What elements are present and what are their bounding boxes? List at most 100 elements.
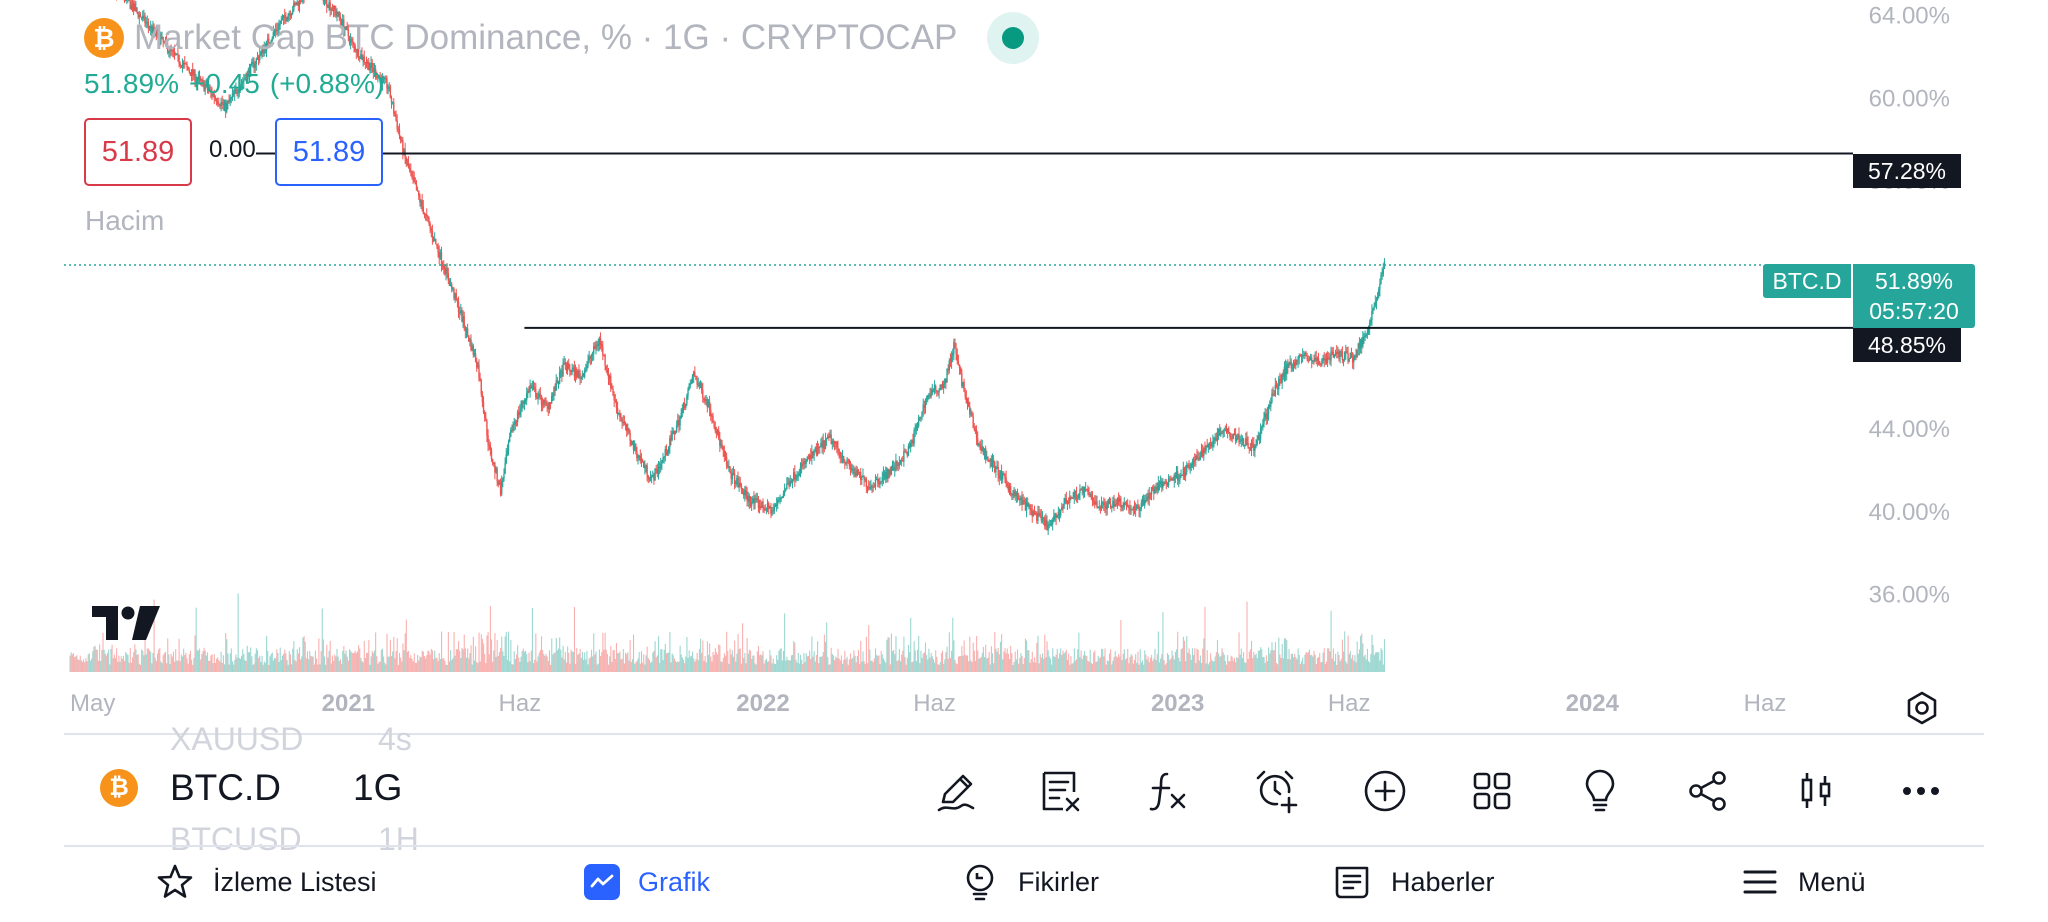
candle — [962, 381, 964, 387]
volume-bar — [1274, 641, 1276, 672]
more-button[interactable] — [1893, 763, 1949, 819]
chart-area[interactable]: 64.00%60.00%56.00%48.00%44.00%40.00%36.0… — [0, 0, 2048, 735]
volume-bar — [1331, 658, 1333, 672]
candle — [1242, 438, 1245, 446]
volume-bar — [880, 650, 882, 672]
volume-bar — [362, 662, 364, 672]
volume-bar — [706, 641, 708, 672]
volume-bar — [969, 636, 971, 672]
symbol-name[interactable]: BTC.D — [170, 767, 281, 808]
market-status-icon[interactable] — [987, 12, 1040, 64]
volume-bar — [1146, 659, 1148, 672]
volume-bar — [920, 650, 922, 672]
nav-watchlist[interactable]: İzleme Listesi — [155, 857, 377, 907]
candle — [1326, 357, 1329, 363]
volume-bar — [233, 664, 235, 672]
volume-bar — [313, 664, 315, 672]
volume-bar — [1182, 636, 1184, 672]
volume-bar — [678, 661, 680, 672]
candle — [1232, 433, 1235, 439]
candle — [530, 385, 532, 388]
volume-bar — [570, 649, 572, 672]
volume-bar — [311, 656, 313, 672]
drawing-tools-button[interactable] — [928, 763, 984, 819]
nav-news[interactable]: Haberler — [1333, 857, 1495, 907]
volume-bar — [934, 662, 936, 672]
volume-bar — [1193, 655, 1195, 672]
y-tick-label: 64.00% — [1869, 3, 1950, 30]
volume-bar — [1285, 638, 1287, 672]
candle — [390, 98, 393, 103]
interval-button[interactable]: 1G — [353, 767, 403, 808]
volume-bar — [928, 648, 930, 672]
volume-bar — [705, 662, 707, 672]
legend-title[interactable]: ₿ Market Cap BTC Dominance, % · 1G · CRY… — [84, 12, 1040, 64]
nav-menu[interactable]: Menü — [1740, 857, 1866, 907]
volume-bar — [1068, 653, 1070, 672]
candle — [688, 384, 690, 390]
volume-bar — [592, 656, 594, 672]
volume-bar — [292, 648, 294, 672]
chart-type-button[interactable] — [1788, 763, 1844, 819]
volume-bar — [911, 662, 913, 672]
share-button[interactable] — [1680, 763, 1736, 819]
add-alert-button[interactable] — [1248, 763, 1304, 819]
volume-bar — [1315, 664, 1317, 672]
candle — [950, 355, 953, 363]
volume-bar — [308, 659, 310, 672]
candle — [293, 3, 295, 11]
candle — [215, 98, 218, 103]
volume-bar — [316, 658, 318, 672]
remove-drawings-button[interactable] — [1032, 763, 1088, 819]
symbol-selector[interactable]: ₿ BTC.D 1G — [100, 767, 402, 809]
volume-bar — [469, 653, 471, 672]
sell-button[interactable]: 51.89 — [84, 118, 192, 186]
candle — [339, 16, 342, 20]
candle — [1031, 510, 1033, 517]
layout-button[interactable] — [1464, 763, 1520, 819]
indicators-button[interactable] — [1140, 763, 1196, 819]
volume-bar — [919, 663, 921, 672]
buy-button[interactable]: 51.89 — [275, 118, 383, 186]
candle — [421, 200, 423, 207]
volume-bar — [623, 663, 625, 672]
candle — [665, 448, 668, 455]
volume-bar — [952, 617, 954, 672]
candle — [1037, 512, 1039, 521]
volume-bar — [119, 661, 121, 672]
candle — [214, 97, 217, 99]
add-button[interactable] — [1357, 763, 1413, 819]
volume-bar — [253, 663, 255, 672]
nav-ideas[interactable]: Fikirler — [960, 857, 1099, 907]
volume-bar — [1124, 659, 1126, 672]
chart-settings-icon[interactable] — [1902, 688, 1942, 728]
volume-bar — [1202, 648, 1204, 672]
candle — [1306, 355, 1308, 360]
volume-bar — [323, 656, 326, 672]
volume-bar — [345, 650, 347, 672]
volume-bar — [849, 653, 852, 672]
price-chart[interactable]: 64.00%60.00%56.00%48.00%44.00%40.00%36.0… — [0, 0, 2048, 735]
volume-bar — [873, 658, 875, 672]
volume-bar — [941, 650, 944, 672]
volume-legend-label[interactable]: Hacim — [85, 205, 165, 236]
volume-bar — [1338, 655, 1340, 672]
volume-bar — [747, 653, 749, 672]
ideas-publish-button[interactable] — [1572, 763, 1628, 819]
volume-bar — [343, 645, 345, 672]
volume-bar — [1115, 656, 1117, 672]
volume-bar — [121, 658, 123, 672]
candle — [1312, 360, 1314, 362]
candle — [1040, 516, 1043, 521]
nav-chart[interactable]: Grafik — [584, 857, 710, 907]
ghost-prev-symbol[interactable]: XAUUSD 4s — [170, 721, 412, 758]
volume-bar — [342, 650, 344, 672]
candle — [1279, 378, 1281, 380]
candle — [706, 399, 709, 408]
candle — [1161, 481, 1163, 488]
candle — [520, 407, 522, 412]
candle — [488, 444, 490, 446]
volume-bar — [962, 655, 964, 672]
ghost-next-symbol[interactable]: BTCUSD 1H — [170, 821, 419, 858]
candle — [1151, 487, 1154, 489]
